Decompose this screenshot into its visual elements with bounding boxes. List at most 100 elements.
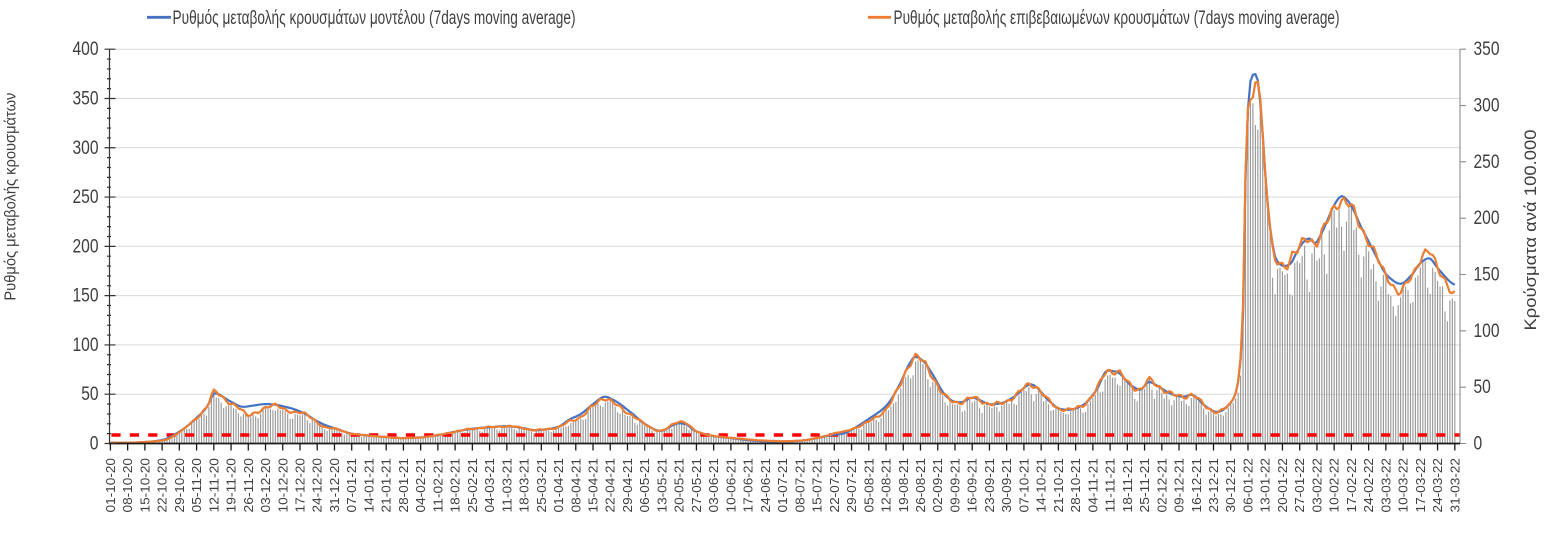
svg-text:05-08-21: 05-08-21 — [861, 458, 876, 513]
svg-text:150: 150 — [1474, 265, 1500, 286]
svg-text:Ρυθμός μεταβολής κρουσμάτων: Ρυθμός μεταβολής κρουσμάτων — [3, 92, 20, 300]
svg-text:14-10-21: 14-10-21 — [1034, 458, 1049, 513]
svg-text:29-10-20: 29-10-20 — [172, 458, 187, 513]
svg-text:100: 100 — [73, 335, 99, 356]
svg-text:250: 250 — [73, 187, 99, 208]
svg-text:04-11-21: 04-11-21 — [1085, 458, 1100, 513]
svg-text:02-12-21: 02-12-21 — [1154, 458, 1169, 513]
svg-text:21-01-21: 21-01-21 — [379, 458, 394, 513]
svg-text:Ρυθμός μεταβολής κρουσμάτων μο: Ρυθμός μεταβολής κρουσμάτων μοντέλου (7d… — [173, 8, 576, 29]
svg-text:100: 100 — [1474, 321, 1500, 342]
svg-text:22-04-21: 22-04-21 — [603, 458, 618, 513]
svg-text:350: 350 — [1474, 39, 1500, 60]
svg-text:27-05-21: 27-05-21 — [689, 458, 704, 513]
svg-text:23-09-21: 23-09-21 — [982, 458, 997, 513]
svg-text:10-12-20: 10-12-20 — [275, 458, 290, 513]
svg-text:26-08-21: 26-08-21 — [913, 458, 928, 513]
svg-text:16-12-21: 16-12-21 — [1189, 458, 1204, 513]
svg-text:25-03-21: 25-03-21 — [534, 458, 549, 513]
svg-text:01-04-21: 01-04-21 — [551, 458, 566, 513]
svg-text:09-12-21: 09-12-21 — [1172, 458, 1187, 513]
svg-text:30-12-21: 30-12-21 — [1223, 458, 1238, 513]
svg-text:300: 300 — [73, 138, 99, 159]
svg-text:300: 300 — [1474, 96, 1500, 117]
svg-text:18-02-21: 18-02-21 — [448, 458, 463, 513]
svg-text:07-01-21: 07-01-21 — [344, 458, 359, 513]
svg-text:31-03-22: 31-03-22 — [1447, 458, 1462, 513]
svg-text:17-06-21: 17-06-21 — [741, 458, 756, 513]
svg-text:20-05-21: 20-05-21 — [672, 458, 687, 513]
svg-text:200: 200 — [1474, 208, 1500, 229]
svg-text:50: 50 — [81, 384, 98, 405]
svg-text:03-12-20: 03-12-20 — [258, 458, 273, 513]
svg-text:03-06-21: 03-06-21 — [706, 458, 721, 513]
svg-text:21-10-21: 21-10-21 — [1051, 458, 1066, 513]
svg-text:400: 400 — [73, 39, 99, 60]
svg-text:08-10-20: 08-10-20 — [120, 458, 135, 513]
svg-text:0: 0 — [1474, 434, 1483, 455]
svg-text:03-03-22: 03-03-22 — [1378, 458, 1393, 513]
svg-text:22-10-20: 22-10-20 — [155, 458, 170, 513]
svg-text:15-07-21: 15-07-21 — [810, 458, 825, 513]
svg-text:18-11-21: 18-11-21 — [1120, 458, 1135, 513]
svg-text:01-10-20: 01-10-20 — [103, 458, 118, 513]
svg-text:04-03-21: 04-03-21 — [482, 458, 497, 513]
svg-text:23-12-21: 23-12-21 — [1206, 458, 1221, 513]
svg-text:10-03-22: 10-03-22 — [1396, 458, 1411, 513]
svg-text:13-05-21: 13-05-21 — [654, 458, 669, 513]
svg-text:250: 250 — [1474, 152, 1500, 173]
svg-text:06-05-21: 06-05-21 — [637, 458, 652, 513]
svg-text:20-01-22: 20-01-22 — [1275, 458, 1290, 513]
svg-text:24-03-22: 24-03-22 — [1430, 458, 1445, 513]
svg-text:25-02-21: 25-02-21 — [465, 458, 480, 513]
svg-text:30-09-21: 30-09-21 — [999, 458, 1014, 513]
svg-text:31-12-20: 31-12-20 — [327, 458, 342, 513]
svg-text:25-11-21: 25-11-21 — [1137, 458, 1152, 513]
svg-text:19-08-21: 19-08-21 — [896, 458, 911, 513]
svg-text:29-07-21: 29-07-21 — [844, 458, 859, 513]
svg-text:17-02-22: 17-02-22 — [1344, 458, 1359, 513]
svg-text:Ρυθμός μεταβολής επιβεβαιωμένω: Ρυθμός μεταβολής επιβεβαιωμένων κρουσμάτ… — [894, 8, 1340, 29]
svg-text:02-09-21: 02-09-21 — [930, 458, 945, 513]
svg-text:10-06-21: 10-06-21 — [723, 458, 738, 513]
svg-text:17-03-22: 17-03-22 — [1413, 458, 1428, 513]
svg-text:26-11-20: 26-11-20 — [241, 458, 256, 513]
svg-text:08-07-21: 08-07-21 — [792, 458, 807, 513]
svg-text:01-07-21: 01-07-21 — [775, 458, 790, 513]
svg-text:29-04-21: 29-04-21 — [620, 458, 635, 513]
svg-text:Κρούσματα ανά 100.000: Κρούσματα ανά 100.000 — [1521, 130, 1540, 331]
svg-text:11-03-21: 11-03-21 — [499, 458, 514, 513]
svg-text:03-02-22: 03-02-22 — [1309, 458, 1324, 513]
svg-text:24-02-22: 24-02-22 — [1361, 458, 1376, 513]
svg-text:11-11-21: 11-11-21 — [1103, 458, 1118, 513]
svg-text:28-10-21: 28-10-21 — [1068, 458, 1083, 513]
svg-text:12-11-20: 12-11-20 — [206, 458, 221, 513]
svg-text:09-09-21: 09-09-21 — [947, 458, 962, 513]
svg-text:0: 0 — [90, 434, 99, 455]
svg-text:05-11-20: 05-11-20 — [189, 458, 204, 513]
svg-text:22-07-21: 22-07-21 — [827, 458, 842, 513]
svg-text:19-11-20: 19-11-20 — [224, 458, 239, 513]
svg-text:14-01-21: 14-01-21 — [361, 458, 376, 513]
svg-text:07-10-21: 07-10-21 — [1016, 458, 1031, 513]
svg-text:27-01-22: 27-01-22 — [1292, 458, 1307, 513]
svg-text:18-03-21: 18-03-21 — [517, 458, 532, 513]
svg-text:200: 200 — [73, 236, 99, 257]
svg-text:08-04-21: 08-04-21 — [568, 458, 583, 513]
svg-text:150: 150 — [73, 286, 99, 307]
svg-text:10-02-22: 10-02-22 — [1327, 458, 1342, 513]
svg-text:28-01-21: 28-01-21 — [396, 458, 411, 513]
svg-text:24-12-20: 24-12-20 — [310, 458, 325, 513]
svg-text:24-06-21: 24-06-21 — [758, 458, 773, 513]
svg-text:11-02-21: 11-02-21 — [430, 458, 445, 513]
svg-text:12-08-21: 12-08-21 — [879, 458, 894, 513]
svg-text:15-04-21: 15-04-21 — [586, 458, 601, 513]
svg-text:13-01-22: 13-01-22 — [1258, 458, 1273, 513]
svg-text:16-09-21: 16-09-21 — [965, 458, 980, 513]
svg-text:06-01-22: 06-01-22 — [1240, 458, 1255, 513]
svg-text:17-12-20: 17-12-20 — [293, 458, 308, 513]
svg-text:04-02-21: 04-02-21 — [413, 458, 428, 513]
svg-text:350: 350 — [73, 88, 99, 109]
svg-text:15-10-20: 15-10-20 — [137, 458, 152, 513]
svg-text:50: 50 — [1474, 377, 1491, 398]
